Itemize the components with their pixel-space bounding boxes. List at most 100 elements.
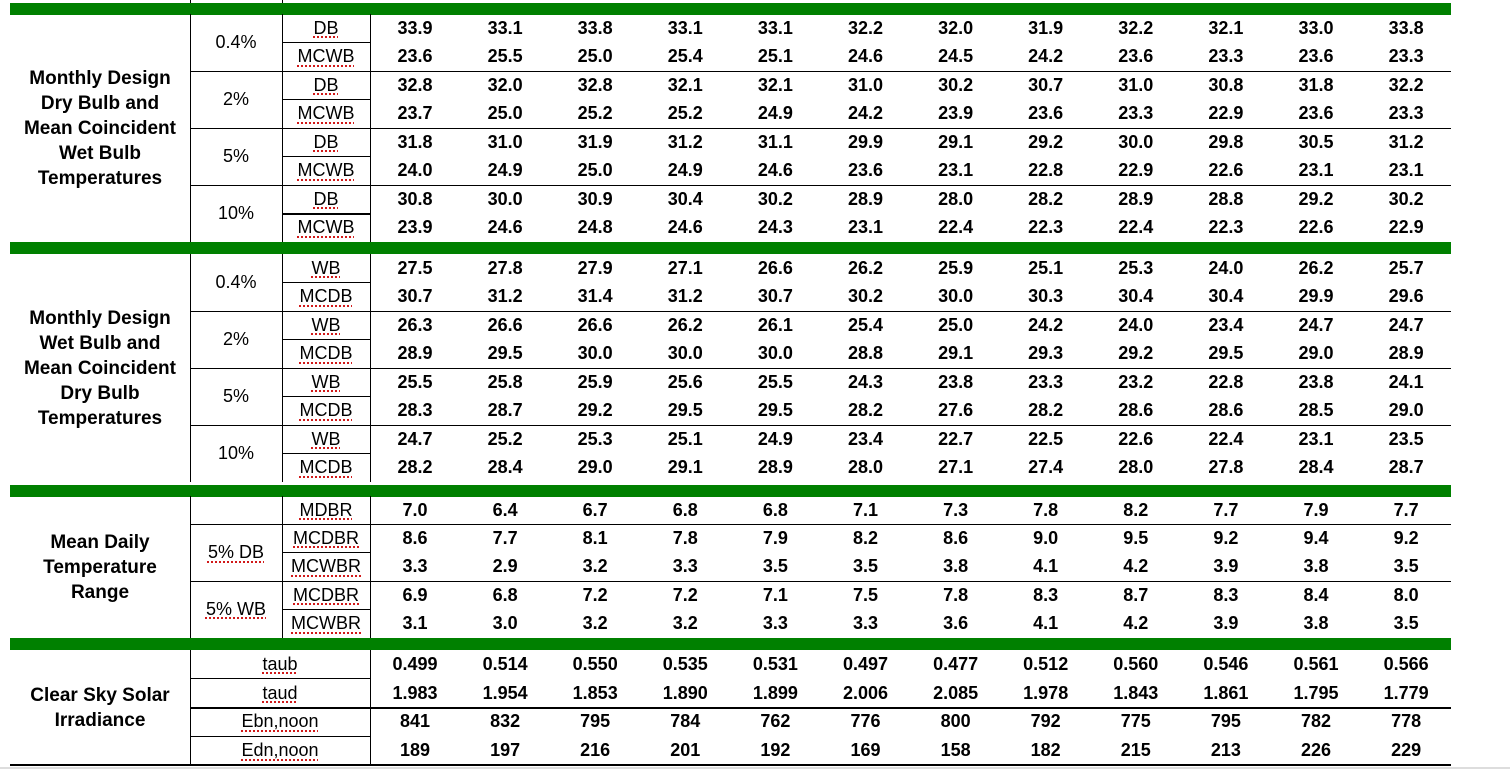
table-cell: 29.5 (667, 400, 703, 421)
table-cell: 26.1 (757, 314, 793, 335)
section-label: Monthly Design Dry Bulb and Mean Coincid… (23, 67, 176, 189)
table-cell: 23.3 (1388, 46, 1424, 67)
table-cell: 0.535 (662, 653, 708, 674)
table-cell: 32.2 (1388, 74, 1424, 95)
table-cell: 29.0 (577, 457, 613, 478)
table-cell: 23.6 (1298, 46, 1334, 67)
percentile-label: 2% (190, 311, 282, 368)
table-cell: 33.8 (577, 17, 613, 38)
table-cell: 22.4 (1118, 217, 1154, 238)
parameter-border (282, 396, 370, 397)
table-cell: 776 (850, 711, 881, 732)
table-cell: 1.978 (1023, 682, 1069, 703)
table-cell: 33.1 (757, 17, 793, 38)
parameter-text: MDBR (299, 499, 353, 520)
parameter-text: DB (313, 17, 339, 38)
table-cell: 23.1 (847, 217, 884, 238)
cell-border (190, 0, 191, 3)
percentile-text: 2% (222, 89, 249, 109)
table-cell: 201 (670, 740, 701, 761)
parameter-border (190, 735, 370, 737)
parameter-text: MCWB (297, 217, 355, 238)
table-cell: 30.4 (1208, 286, 1244, 307)
table-cell: 32.0 (487, 74, 523, 95)
percentile-text: 10% (217, 203, 255, 223)
table-cell: 0.499 (392, 653, 438, 674)
table-cell: 29.5 (487, 343, 523, 364)
table-cell: 29.5 (1208, 343, 1244, 364)
parameter-border (282, 99, 370, 100)
table-cell: 25.1 (757, 46, 793, 67)
table-cell: 30.4 (667, 188, 703, 209)
parameter-text: MCWB (297, 46, 355, 67)
table-cell: 30.2 (847, 286, 884, 307)
table-cell: 3.3 (672, 556, 698, 577)
table-cell: 23.3 (1118, 103, 1154, 124)
table-cell: 31.0 (1118, 74, 1154, 95)
table-cell: 9.2 (1213, 528, 1239, 549)
table-cell: 24.9 (667, 160, 703, 181)
table-cell: 775 (1120, 711, 1151, 732)
table-cell: 31.2 (487, 286, 523, 307)
table-cell: 22.6 (1208, 160, 1244, 181)
section-divider (10, 638, 1451, 650)
table-cell: 8.6 (943, 528, 969, 549)
section-divider (10, 242, 1451, 254)
percentile-label: 5% (190, 368, 282, 425)
percentile-label: 10% (190, 185, 282, 242)
table-cell: 778 (1391, 711, 1422, 732)
table-cell: 182 (1030, 740, 1061, 761)
table-cell: 30.7 (757, 286, 793, 307)
table-cell: 31.8 (397, 131, 433, 152)
table-cell: 31.2 (1388, 131, 1424, 152)
table-cell: 29.3 (1028, 343, 1064, 364)
table-cell: 22.9 (1388, 217, 1424, 238)
table-cell: 25.0 (577, 160, 613, 181)
parameter-text: WB (311, 371, 341, 392)
percentile-label: 5% WB (190, 581, 282, 638)
table-cell: 9.5 (1123, 528, 1149, 549)
table-cell: 24.6 (757, 160, 793, 181)
parameter-border (282, 282, 370, 283)
table-cell: 2.9 (492, 556, 518, 577)
parameter-label: WB (282, 254, 370, 283)
parameter-border (282, 609, 370, 611)
table-cell: 2.006 (842, 682, 889, 703)
table-cell: 9.4 (1303, 528, 1329, 549)
table-cell: 25.5 (397, 371, 433, 392)
table-cell: 25.5 (757, 371, 793, 392)
table-cell: 31.9 (1028, 17, 1064, 38)
percentile-text: 5% DB (207, 542, 265, 563)
table-cell: 29.0 (1298, 343, 1334, 364)
table-cell: 3.3 (852, 613, 879, 634)
table-cell: 30.8 (397, 188, 433, 209)
table-cell: 7.5 (852, 584, 879, 605)
table-cell: 25.0 (577, 46, 613, 67)
parameter-label: DB (282, 71, 370, 100)
table-cell: 0.561 (1293, 653, 1339, 674)
group-border (190, 184, 1451, 186)
table-cell: 7.2 (672, 584, 698, 605)
table-cell: 23.6 (847, 160, 884, 181)
table-cell: 197 (490, 740, 521, 761)
table-cell: 23.9 (397, 217, 433, 238)
table-bottom-border (10, 764, 1451, 766)
parameter-label: Edn,noon (190, 736, 370, 765)
table-cell: 782 (1300, 711, 1332, 732)
parameter-text: MCWB (297, 103, 355, 124)
table-cell: 24.8 (577, 217, 613, 238)
table-cell: 9.0 (1033, 528, 1059, 549)
parameter-text: MCWBR (291, 613, 361, 634)
table-cell: 3.5 (852, 556, 879, 577)
table-cell: 800 (940, 711, 971, 732)
table-cell: 32.1 (757, 74, 793, 95)
table-cell: 25.9 (938, 257, 974, 278)
table-cell: 27.5 (397, 257, 433, 278)
table-cell: 7.7 (1393, 499, 1419, 520)
table-cell: 4.1 (1033, 556, 1059, 577)
table-cell: 29.8 (1208, 131, 1244, 152)
table-cell: 841 (399, 711, 431, 732)
group-border (190, 127, 1451, 129)
table-cell: 792 (1030, 711, 1061, 732)
table-cell: 832 (490, 711, 521, 732)
